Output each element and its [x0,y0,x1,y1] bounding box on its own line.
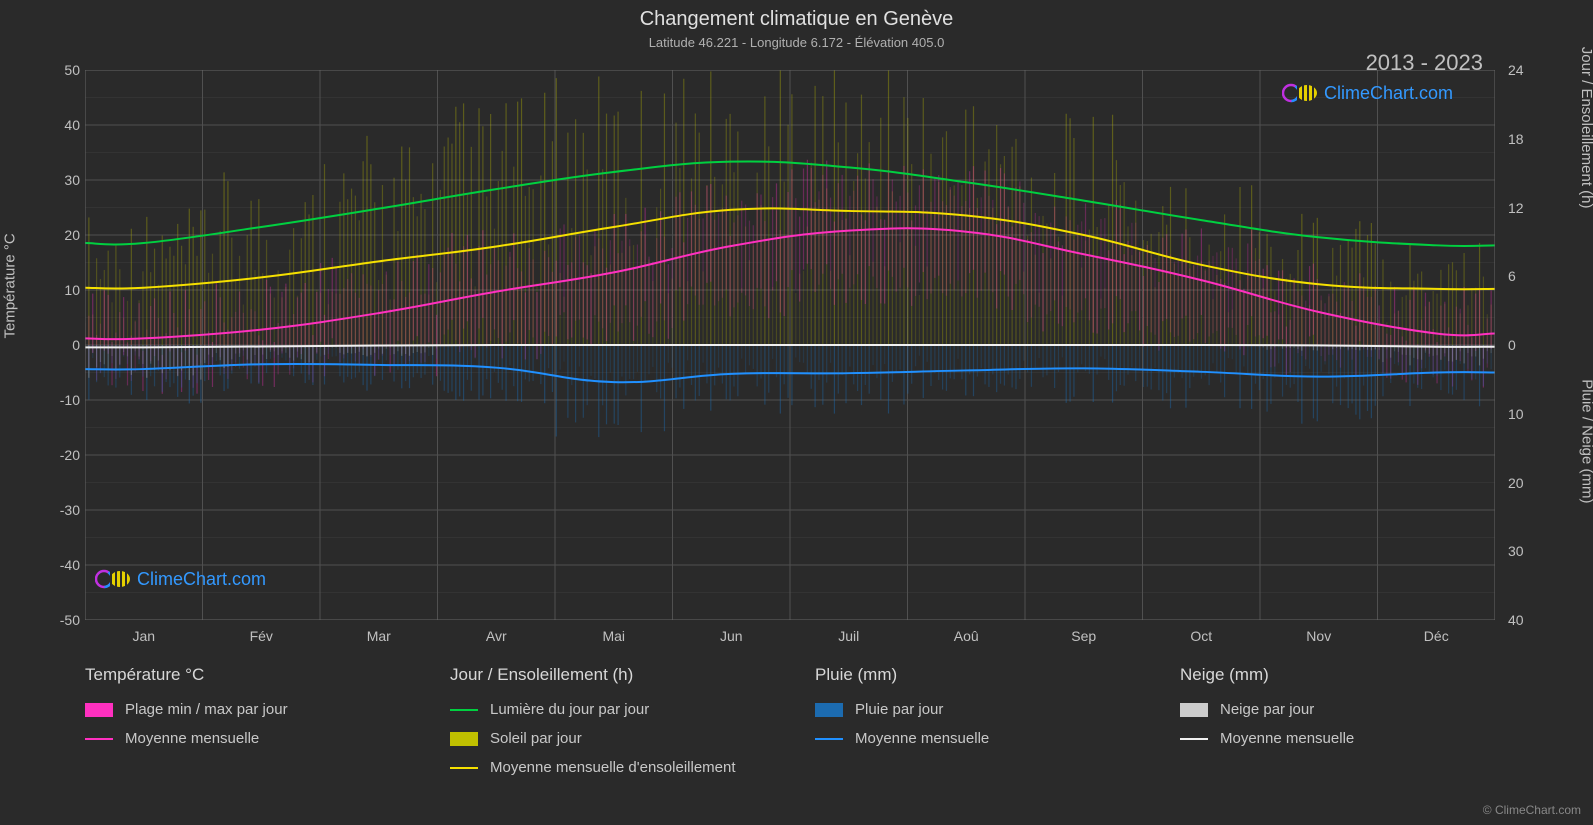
y-left-tick: 50 [50,62,80,78]
legend-column: Jour / Ensoleillement (h) Lumière du jour… [450,665,795,815]
legend-header: Neige (mm) [1180,665,1525,685]
legend-label: Moyenne mensuelle [125,730,259,747]
y-left-tick: -40 [50,557,80,573]
legend-header: Jour / Ensoleillement (h) [450,665,795,685]
y-left-tick: -30 [50,502,80,518]
watermark-text: ClimeChart.com [137,569,266,590]
x-month-tick: Mai [584,628,644,644]
legend-item: Lumière du jour par jour [450,701,795,718]
plot-svg [85,70,1495,620]
y-right-top-tick: 18 [1508,131,1538,147]
legend-swatch [1180,703,1208,717]
legend-swatch [85,738,113,740]
legend-swatch [815,738,843,740]
legend-header: Température °C [85,665,430,685]
legend-label: Moyenne mensuelle [1220,730,1354,747]
x-month-tick: Sep [1054,628,1114,644]
chart-subtitle: Latitude 46.221 - Longitude 6.172 - Élév… [0,31,1593,50]
y-axis-right-bottom-label: Pluie / Neige (mm) [1579,379,1593,503]
y-left-tick: 0 [50,337,80,353]
legend-item: Soleil par jour [450,730,795,747]
y-axis-left-label: Température °C [2,233,19,338]
x-month-tick: Jun [701,628,761,644]
legend-swatch [450,767,478,769]
legend-column: Température °C Plage min / max par jour Mo… [85,665,430,815]
legend-header: Pluie (mm) [815,665,1160,685]
legend-swatch [815,703,843,717]
legend-column: Neige (mm) Neige par jour Moyenne mensuell… [1180,665,1525,815]
logo-icon [1282,82,1318,104]
legend-label: Soleil par jour [490,730,582,747]
legend-item: Moyenne mensuelle [815,730,1160,747]
legend-item: Neige par jour [1180,701,1525,718]
x-month-tick: Mar [349,628,409,644]
legend-item: Pluie par jour [815,701,1160,718]
legend-item: Moyenne mensuelle [1180,730,1525,747]
legend-item: Moyenne mensuelle [85,730,430,747]
legend-swatch [85,703,113,717]
y-axis-right-top-label: Jour / Ensoleillement (h) [1579,47,1593,209]
y-right-top-tick: 0 [1508,337,1538,353]
legend-swatch [450,709,478,711]
y-right-bottom-tick: 40 [1508,612,1538,628]
legend-label: Pluie par jour [855,701,943,718]
legend-label: Plage min / max par jour [125,701,288,718]
legend-item: Plage min / max par jour [85,701,430,718]
logo-icon [95,568,131,590]
y-left-tick: -10 [50,392,80,408]
legend-label: Lumière du jour par jour [490,701,649,718]
legend-swatch [1180,738,1208,740]
x-month-tick: Aoû [936,628,996,644]
legend-swatch [450,732,478,746]
x-month-tick: Jan [114,628,174,644]
y-left-tick: 10 [50,282,80,298]
x-month-tick: Juil [819,628,879,644]
x-month-tick: Oct [1171,628,1231,644]
legend-column: Pluie (mm) Pluie par jour Moyenne mensuell… [815,665,1160,815]
y-right-top-tick: 6 [1508,268,1538,284]
y-left-tick: -50 [50,612,80,628]
y-right-top-tick: 24 [1508,62,1538,78]
y-right-top-tick: 12 [1508,200,1538,216]
x-month-tick: Nov [1289,628,1349,644]
y-right-bottom-tick: 30 [1508,543,1538,559]
x-month-tick: Déc [1406,628,1466,644]
copyright: © ClimeChart.com [1483,803,1581,817]
y-right-bottom-tick: 20 [1508,475,1538,491]
watermark-top: ClimeChart.com [1282,82,1453,104]
legend-label: Moyenne mensuelle d'ensoleillement [490,759,736,776]
y-left-tick: -20 [50,447,80,463]
legend-item: Moyenne mensuelle d'ensoleillement [450,759,795,776]
y-left-tick: 40 [50,117,80,133]
x-month-tick: Fév [231,628,291,644]
y-left-tick: 20 [50,227,80,243]
watermark-text: ClimeChart.com [1324,83,1453,104]
legend: Température °C Plage min / max par jour Mo… [85,665,1525,815]
legend-label: Neige par jour [1220,701,1314,718]
watermark-bottom: ClimeChart.com [95,568,266,590]
x-month-tick: Avr [466,628,526,644]
y-left-tick: 30 [50,172,80,188]
legend-label: Moyenne mensuelle [855,730,989,747]
chart-container: Changement climatique en Genève Latitude… [0,0,1593,825]
y-right-bottom-tick: 10 [1508,406,1538,422]
chart-title: Changement climatique en Genève [0,0,1593,31]
